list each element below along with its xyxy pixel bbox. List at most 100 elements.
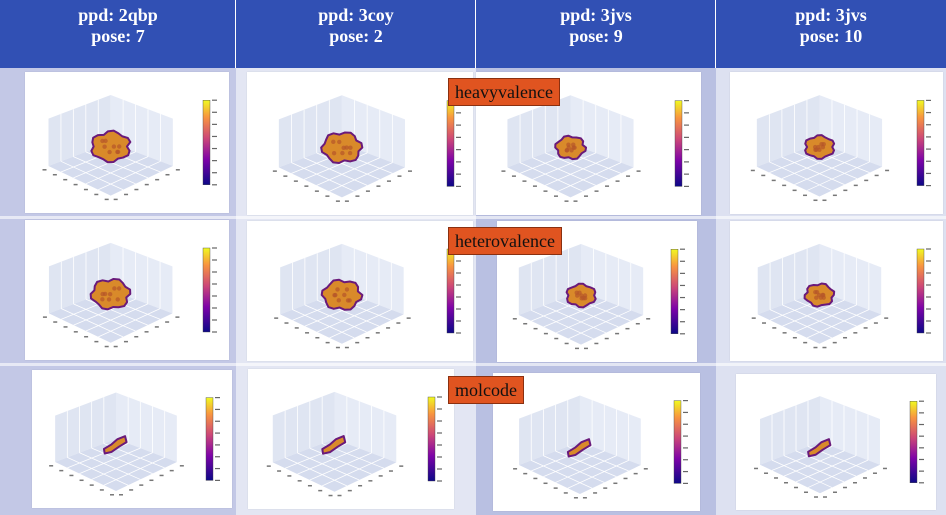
surface-speckle	[569, 148, 574, 153]
axis-tick	[63, 178, 68, 181]
axis-tick	[94, 340, 99, 343]
axis-tick	[604, 337, 609, 340]
surface-speckle	[116, 286, 122, 291]
header-divider	[715, 0, 716, 68]
axis-tick	[149, 479, 154, 482]
axis-tick	[287, 475, 292, 477]
colorbar-tick	[212, 147, 217, 150]
colorbar-tick	[919, 412, 924, 414]
plot-floor	[280, 290, 404, 344]
surface-speckle	[103, 138, 108, 144]
header-divider	[235, 0, 236, 68]
grid-line	[781, 156, 845, 185]
axis-tick	[584, 347, 588, 350]
axis-tick	[843, 336, 848, 339]
colorbar-tick	[926, 248, 931, 250]
grid-line	[98, 160, 161, 191]
grid-line	[782, 299, 845, 327]
axis-tick	[625, 327, 630, 330]
grid-line	[291, 162, 355, 192]
colorbar-tick	[926, 308, 931, 310]
axis-tick	[318, 489, 323, 492]
colorbar-tick	[919, 400, 924, 402]
grid-line	[284, 457, 348, 487]
plot-floor	[48, 289, 173, 343]
column-header: ppd: 2qbp pose: 7	[0, 0, 236, 68]
axis-tick	[304, 185, 309, 187]
axis-tick	[179, 465, 184, 467]
axis-tick	[863, 327, 868, 329]
plot-panel	[736, 374, 936, 510]
column-header: ppd: 3jvs pose: 10	[716, 0, 946, 68]
colorbar-tick	[680, 260, 685, 262]
surface-speckle	[111, 144, 117, 149]
axis-tick	[501, 170, 506, 172]
axis-tick	[63, 326, 68, 328]
plot-wall	[819, 95, 883, 167]
colorbar-tick	[212, 331, 217, 333]
grid-line	[781, 152, 845, 180]
axis-tick	[344, 346, 349, 349]
colorbar-tick	[684, 136, 689, 138]
colorbar-tick	[215, 408, 220, 411]
axis-tick	[543, 190, 548, 192]
axis-tick	[803, 194, 808, 197]
surface-speckle	[115, 149, 120, 155]
grid-line	[555, 455, 617, 483]
axis-tick	[532, 185, 537, 187]
molecule-surface	[566, 438, 592, 458]
axis-tick	[73, 331, 78, 333]
column-header: ppd: 3jvs pose: 9	[476, 0, 716, 68]
surface-speckle	[331, 139, 336, 145]
plot-floor	[519, 441, 641, 495]
axis-tick	[511, 175, 516, 177]
colorbar-tick	[215, 397, 220, 399]
axis-tick	[582, 497, 587, 499]
colorbar-tick	[215, 456, 220, 458]
axis-tick	[626, 175, 631, 177]
colorbar	[446, 248, 455, 334]
colorbar-tick	[926, 136, 931, 138]
pose-label: pose: 7	[91, 26, 145, 46]
axis-tick	[283, 175, 288, 177]
grid-line	[304, 304, 367, 333]
surface-speckle	[112, 286, 117, 291]
colorbar-tick	[456, 308, 461, 310]
grid-line	[543, 455, 605, 483]
surface-speckle	[566, 142, 571, 147]
molecule-surface	[90, 129, 132, 164]
colorbar	[446, 100, 455, 187]
colorbar-tick	[926, 272, 931, 274]
surface-speckle	[100, 138, 105, 144]
plot-panel	[248, 369, 454, 509]
colorbar-tick	[926, 148, 931, 150]
axis-tick	[315, 336, 320, 339]
axis-tick	[832, 341, 837, 344]
axis-tick	[175, 316, 180, 318]
axis-tick	[573, 200, 578, 202]
colorbar	[916, 100, 925, 186]
plot-panel	[32, 370, 232, 508]
grid-line	[292, 309, 355, 339]
axis-tick	[764, 472, 769, 474]
axis-tick	[853, 184, 858, 187]
colorbar-tick	[684, 161, 689, 163]
axis-tick	[533, 477, 538, 480]
plot-floor	[507, 143, 634, 198]
colorbar-tick	[680, 309, 685, 311]
axis-tick	[792, 189, 797, 192]
grid-line	[795, 450, 857, 477]
axis-tick	[277, 470, 282, 472]
colorbar-tick	[212, 295, 217, 297]
axis-tick	[154, 326, 159, 328]
colorbar-tick	[684, 100, 689, 102]
axis-tick	[573, 497, 578, 499]
axis-tick	[165, 173, 170, 176]
surface-plot-3d	[512, 243, 685, 350]
grid-line	[557, 162, 622, 192]
colorbar-tick	[926, 160, 931, 162]
surface-speckle	[581, 296, 586, 301]
surface-plot-3d	[272, 95, 461, 202]
axis-tick	[814, 496, 818, 498]
colorbar-tick	[456, 161, 461, 163]
